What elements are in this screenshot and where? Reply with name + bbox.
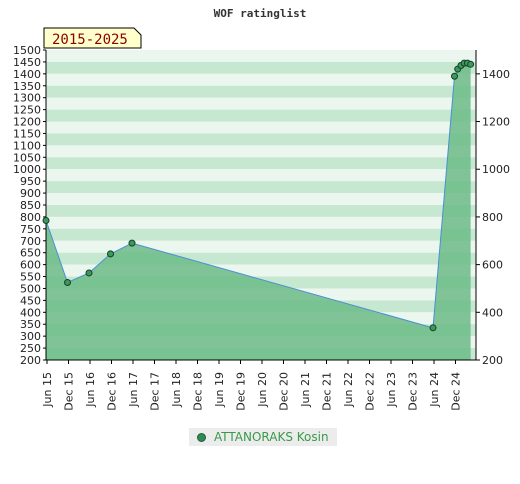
right-tick-label: 1200 (482, 116, 510, 129)
area-stripe (46, 324, 471, 337)
bg-band (46, 121, 476, 134)
area-stripe (46, 276, 471, 289)
left-tick-label: 300 (20, 330, 41, 343)
bg-band (46, 193, 476, 205)
bg-band (46, 85, 476, 98)
bg-band (46, 133, 476, 146)
data-point (85, 269, 93, 277)
left-tick-label: 1200 (13, 116, 41, 129)
bg-band (46, 228, 476, 241)
bg-band (46, 61, 476, 74)
left-tick-label: 250 (20, 342, 41, 355)
x-tick-label: Dec 17 (149, 372, 162, 411)
left-tick-label: 1150 (13, 127, 41, 140)
x-tick-label: Jun 23 (385, 372, 398, 408)
left-tick-label: 450 (20, 294, 41, 307)
left-tick-label: 950 (20, 175, 41, 188)
data-point (42, 217, 50, 224)
left-tick-label: 200 (20, 354, 41, 367)
left-y-axis: 2002503003504004505005506006507007508008… (13, 44, 46, 367)
bg-band (46, 240, 476, 253)
x-tick-label: Dec 20 (278, 372, 291, 411)
right-y-axis: 200 400 600 800 1000 1200 1400 (476, 68, 510, 367)
x-tick-label: Dec 22 (364, 372, 377, 411)
left-tick-label: 550 (20, 271, 41, 284)
bg-band (46, 181, 476, 194)
left-tick-label: 1000 (13, 163, 41, 176)
x-tick-label: Jun 19 (213, 372, 226, 408)
data-point (467, 60, 475, 68)
bg-band (46, 97, 476, 110)
left-tick-label: 1100 (13, 139, 41, 152)
left-tick-label: 400 (20, 306, 41, 319)
left-tick-label: 650 (20, 247, 41, 260)
left-tick-label: 900 (20, 187, 41, 200)
left-tick-label: 1250 (13, 104, 41, 117)
period-badge: 2015-2025 (43, 27, 142, 49)
x-tick-label: Jun 24 (428, 372, 441, 408)
x-tick-label: Jun 21 (299, 372, 312, 408)
x-tick-label: Dec 24 (450, 372, 463, 411)
left-tick-label: 1500 (13, 44, 41, 57)
data-markers (42, 59, 475, 332)
left-tick-label: 850 (20, 199, 41, 212)
left-tick-label: 800 (20, 211, 41, 224)
left-tick-label: 1350 (13, 80, 41, 93)
left-tick-label: 1400 (13, 68, 41, 81)
right-tick-label: 1400 (482, 68, 510, 81)
legend: ATTANORAKS Kosin (189, 428, 337, 446)
bg-band (46, 264, 476, 277)
x-tick-label: Dec 21 (321, 372, 334, 411)
x-tick-label: Jun 15 (41, 372, 54, 408)
bg-band (46, 157, 476, 170)
area-stripe (46, 300, 471, 313)
data-point (429, 324, 437, 332)
data-point (64, 279, 71, 286)
bg-band (46, 109, 476, 122)
x-tick-label: Dec 23 (407, 372, 420, 411)
left-tick-label: 1300 (13, 92, 41, 105)
x-tick-label: Dec 18 (192, 372, 205, 411)
x-tick-label: Jun 18 (170, 372, 183, 408)
bg-band (46, 145, 476, 158)
chart-title: WOF ratinglist (214, 7, 307, 20)
left-tick-label: 750 (20, 223, 41, 236)
data-point (451, 72, 458, 80)
right-tick-label: 600 (482, 259, 503, 272)
x-tick-label: Jun 16 (84, 372, 97, 408)
left-tick-label: 1050 (13, 151, 41, 164)
period-badge-label: 2015-2025 (52, 32, 128, 48)
area-stripe (46, 348, 471, 360)
left-tick-label: 1450 (13, 56, 41, 69)
bg-band (46, 216, 476, 229)
bg-band (46, 50, 476, 62)
right-tick-label: 1000 (482, 163, 510, 176)
right-tick-label: 800 (482, 211, 503, 224)
x-tick-label: Dec 16 (106, 372, 119, 411)
bg-band (46, 205, 476, 217)
legend-marker (197, 432, 206, 442)
left-tick-label: 700 (20, 235, 41, 248)
x-tick-label: Dec 19 (235, 372, 248, 411)
x-tick-label: Jun 17 (127, 372, 140, 408)
x-tick-label: Jun 22 (342, 372, 355, 408)
right-tick-label: 200 (482, 354, 503, 367)
bg-band (46, 252, 476, 265)
x-tick-label: Jun 20 (256, 372, 269, 408)
right-tick-label: 400 (482, 306, 503, 319)
data-point (107, 250, 114, 258)
bg-band (46, 73, 476, 86)
left-tick-label: 500 (20, 282, 41, 295)
x-tick-label: Dec 15 (63, 372, 76, 411)
left-tick-label: 600 (20, 259, 41, 272)
left-tick-label: 350 (20, 318, 41, 331)
series-area (46, 63, 471, 360)
legend-label: ATTANORAKS Kosin (214, 430, 329, 444)
data-point (128, 239, 136, 247)
bg-band (46, 169, 476, 182)
x-axis: Jun 15 Dec 15 Jun 16 Dec 16 Jun 17 Dec 17 Jun … (41, 360, 463, 411)
